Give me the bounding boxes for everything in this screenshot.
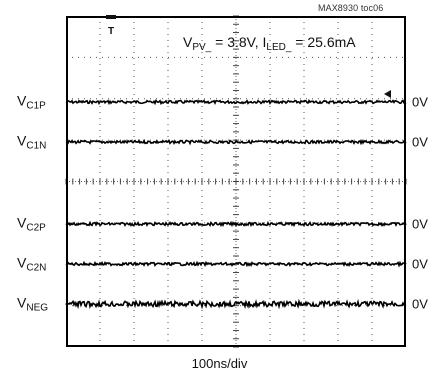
channel-label-vc2n: VC2N bbox=[17, 254, 47, 274]
timebase-label: 100ns/div bbox=[191, 356, 248, 371]
channel-level-vneg: 0V bbox=[412, 296, 428, 312]
ground-marker bbox=[384, 90, 391, 98]
channel-label-vc1n: VC1N bbox=[17, 132, 47, 152]
channel-label-vc2p: VC2P bbox=[17, 214, 46, 234]
channel-level-vc1p: 0V bbox=[412, 94, 428, 110]
trace-vneg bbox=[65, 298, 407, 310]
channel-level-vc1n: 0V bbox=[412, 134, 428, 150]
trace-vc2p bbox=[65, 220, 407, 228]
channel-level-vc2p: 0V bbox=[412, 216, 428, 232]
trigger-marker-text: T bbox=[108, 26, 114, 37]
trigger-marker: T bbox=[106, 15, 116, 37]
channel-label-vneg: VNEG bbox=[17, 294, 49, 314]
trace-vc1n bbox=[65, 138, 407, 146]
oscilloscope-plot: T bbox=[65, 15, 407, 348]
grid bbox=[65, 15, 407, 348]
channel-label-vc1p: VC1P bbox=[17, 92, 46, 112]
conditions-text: VPV_ = 3.8V, ILED_ = 25.6mA bbox=[183, 34, 356, 53]
traces bbox=[65, 99, 407, 310]
channel-level-vc2n: 0V bbox=[412, 256, 428, 272]
figure-tag: MAX8930 toc06 bbox=[318, 3, 384, 13]
plot-frame bbox=[66, 16, 406, 347]
trace-vc2n bbox=[65, 260, 407, 268]
trace-vc1p bbox=[65, 99, 407, 106]
